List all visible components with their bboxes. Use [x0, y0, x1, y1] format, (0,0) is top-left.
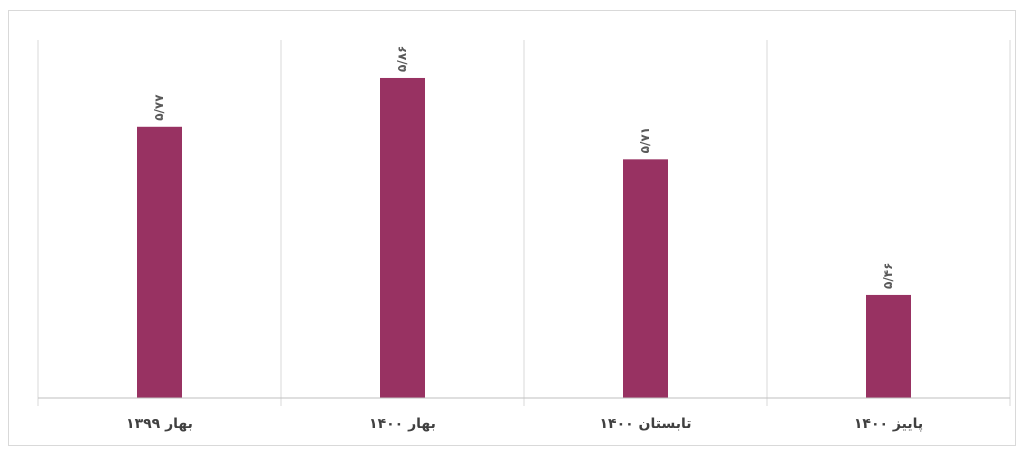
bar-series [137, 77, 911, 399]
bar [866, 294, 911, 398]
data-label: ۵/۷۷ [152, 94, 166, 121]
category-label: بهار ۱۳۹۹ [126, 416, 193, 432]
bar [137, 126, 182, 399]
category-label: پاییز ۱۴۰۰ [854, 416, 923, 432]
data-labels: ۵/۷۷ ۵/۸۶ ۵/۷۱ ۵/۴۶ [152, 46, 895, 289]
category-label: تابستان ۱۴۰۰ [600, 416, 692, 432]
gridlines [37, 40, 1011, 406]
data-label: ۵/۸۶ [395, 46, 409, 72]
data-label: ۵/۴۶ [881, 263, 895, 289]
data-label: ۵/۷۱ [638, 127, 652, 153]
category-label: بهار ۱۴۰۰ [369, 416, 436, 432]
bar [380, 77, 425, 398]
bar [623, 159, 668, 398]
category-labels: بهار ۱۳۹۹ بهار ۱۴۰۰ تابستان ۱۴۰۰ پاییز ۱۴۰۰ [126, 416, 923, 432]
